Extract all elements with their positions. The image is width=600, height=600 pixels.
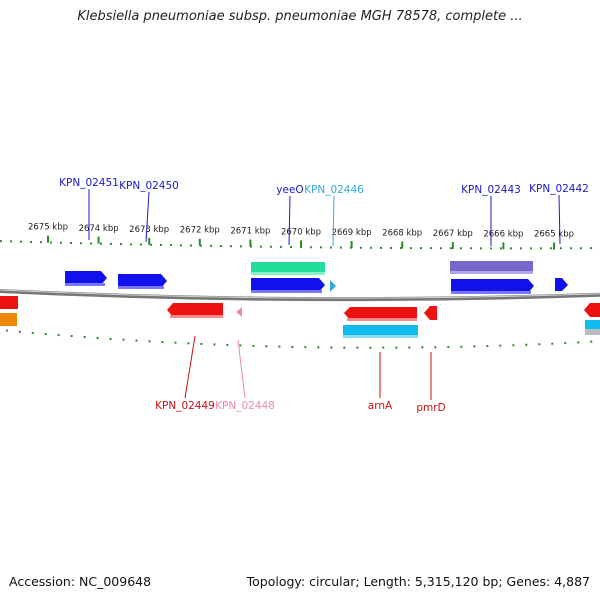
cog-bar[interactable] xyxy=(343,325,418,337)
scale-tick-label: 2672 kbp xyxy=(180,226,220,236)
gene-arrow[interactable] xyxy=(118,274,167,288)
callout-line xyxy=(332,195,335,247)
gene-arrow-shadow xyxy=(347,318,417,321)
scale-tick-label: 2674 kbp xyxy=(79,224,119,234)
gene-arrow-shadow xyxy=(118,286,164,289)
genome-backbone xyxy=(0,288,600,302)
scale-tick-label: 2668 kbp xyxy=(382,229,422,239)
cog-bar-shadow xyxy=(585,329,600,335)
gene-arrow[interactable] xyxy=(330,280,336,292)
map-title: Klebsiella pneumoniae subsp. pneumoniae … xyxy=(77,9,523,24)
reverse-strand-genes xyxy=(0,296,600,321)
gene-arrow[interactable] xyxy=(424,306,437,320)
scale-tick-label: 2673 kbp xyxy=(129,225,169,235)
cog-outer-bars xyxy=(251,261,533,275)
gene-label-arna[interactable]: arnA xyxy=(368,400,393,412)
gene-label-kpn02449[interactable]: KPN_02449 xyxy=(155,400,215,412)
gene-label-kpn02448[interactable]: KPN_02448 xyxy=(215,400,275,412)
gene-label-yeeo[interactable]: yeeO xyxy=(276,184,303,196)
gene-label-layer: KPN_02451 KPN_02450 yeeO KPN_02446 KPN_0… xyxy=(59,177,589,414)
callout-line xyxy=(288,195,291,246)
gene-arrow[interactable] xyxy=(167,303,223,317)
scale-tick-label: 2665 kbp xyxy=(534,230,574,240)
gene-arrow[interactable] xyxy=(65,271,107,285)
gene-arrow[interactable] xyxy=(451,279,534,293)
gene-arrow[interactable] xyxy=(555,278,568,291)
gene-arrow[interactable] xyxy=(584,303,600,317)
accession-text: Accession: NC_009648 xyxy=(9,574,152,589)
cog-bar-shadow xyxy=(450,271,533,274)
forward-strand-genes xyxy=(65,271,568,294)
scale-tick-label: 2666 kbp xyxy=(483,229,523,239)
cog-bar[interactable] xyxy=(251,262,325,274)
callout-line xyxy=(558,194,561,245)
scale-tick-label: 2667 kbp xyxy=(433,229,473,239)
gene-arrow-shadow xyxy=(170,315,223,318)
gene-arrow-shadow xyxy=(65,283,105,286)
scale-tick-label: 2671 kbp xyxy=(230,227,270,237)
cog-inner-bars xyxy=(0,313,600,338)
callout-line xyxy=(237,339,246,399)
gene-label-kpn02443[interactable]: KPN_02443 xyxy=(461,184,521,196)
gene-label-pmrd[interactable]: pmrD xyxy=(416,402,445,414)
gene-arrow-shadow xyxy=(251,290,322,293)
gene-arrow[interactable] xyxy=(236,307,242,317)
cog-bar-shadow xyxy=(251,272,325,275)
scale-tick-label: 2670 kbp xyxy=(281,227,321,237)
scale-tick-label: 2675 kbp xyxy=(28,223,68,233)
callout-line xyxy=(145,191,150,243)
cog-bar-shadow xyxy=(343,335,418,338)
genome-summary-text: Topology: circular; Length: 5,315,120 bp… xyxy=(246,574,590,589)
gene-label-kpn02451[interactable]: KPN_02451 xyxy=(59,177,119,189)
inner-tick-ring xyxy=(0,328,600,349)
cog-bar[interactable] xyxy=(450,261,533,273)
gene-arrow[interactable] xyxy=(0,296,18,309)
gene-arrow[interactable] xyxy=(344,307,417,320)
gene-arrow[interactable] xyxy=(251,278,325,292)
cog-bar[interactable] xyxy=(0,313,17,326)
callout-line xyxy=(184,335,196,399)
scale-tick-label: 2669 kbp xyxy=(332,228,372,238)
gene-label-kpn02446[interactable]: KPN_02446 xyxy=(304,184,364,196)
gene-label-kpn02450[interactable]: KPN_02450 xyxy=(119,180,179,192)
gene-label-kpn02442[interactable]: KPN_02442 xyxy=(529,183,589,195)
cog-bar[interactable] xyxy=(585,320,600,330)
gene-arrow-shadow xyxy=(451,291,531,294)
